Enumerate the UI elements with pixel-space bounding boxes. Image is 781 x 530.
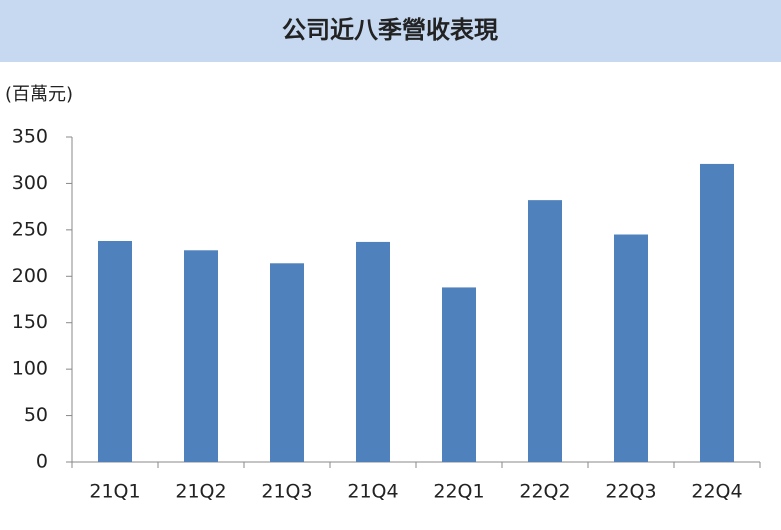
y-tick-label: 250 [12,218,48,240]
x-tick-label: 21Q4 [347,481,398,503]
x-tick-label: 22Q1 [433,481,484,503]
y-tick-label: 100 [12,358,48,380]
bar [98,241,132,462]
x-tick-label: 22Q3 [605,481,656,503]
x-tick-label: 21Q3 [261,481,312,503]
x-tick-label: 21Q2 [175,481,226,503]
y-tick-label: 200 [12,265,48,287]
bar [700,163,734,462]
bar [356,241,390,462]
chart-title: 公司近八季營收表現 [282,16,498,44]
y-tick-label: 350 [12,126,48,148]
title-banner [0,0,781,62]
x-tick-label: 22Q2 [519,481,570,503]
y-axis-label: (百萬元) [5,84,73,105]
bar [442,287,476,462]
bar [528,200,562,462]
bar [614,234,648,462]
y-tick-label: 0 [36,451,48,473]
y-tick-label: 50 [24,404,48,426]
y-tick-label: 300 [12,172,48,194]
y-tick-label: 150 [12,311,48,333]
bar [184,250,218,462]
x-tick-label: 21Q1 [89,481,140,503]
x-tick-label: 22Q4 [691,481,742,503]
bar [270,263,304,462]
